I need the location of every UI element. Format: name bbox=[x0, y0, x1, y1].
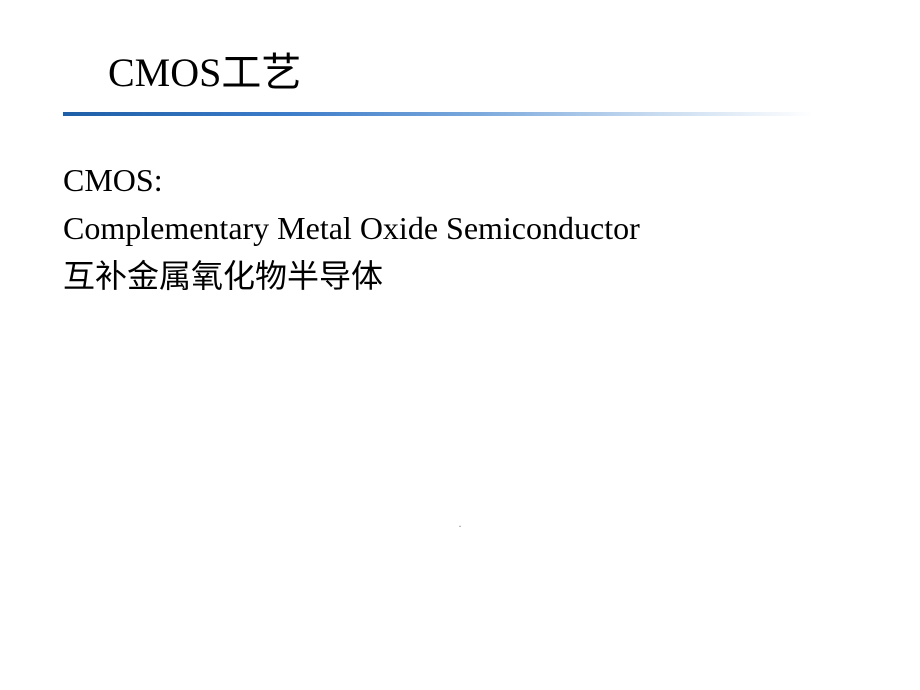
content-line-2: Complementary Metal Oxide Semiconductor bbox=[63, 204, 920, 252]
title-area: CMOS工艺 bbox=[0, 40, 920, 110]
slide-title: CMOS工艺 bbox=[108, 40, 920, 110]
content-area: CMOS: Complementary Metal Oxide Semicond… bbox=[0, 116, 920, 300]
content-line-1: CMOS: bbox=[63, 156, 920, 204]
content-line-3: 互补金属氧化物半导体 bbox=[63, 252, 920, 300]
page-indicator: . bbox=[458, 516, 461, 530]
slide-container: CMOS工艺 CMOS: Complementary Metal Oxide S… bbox=[0, 0, 920, 690]
